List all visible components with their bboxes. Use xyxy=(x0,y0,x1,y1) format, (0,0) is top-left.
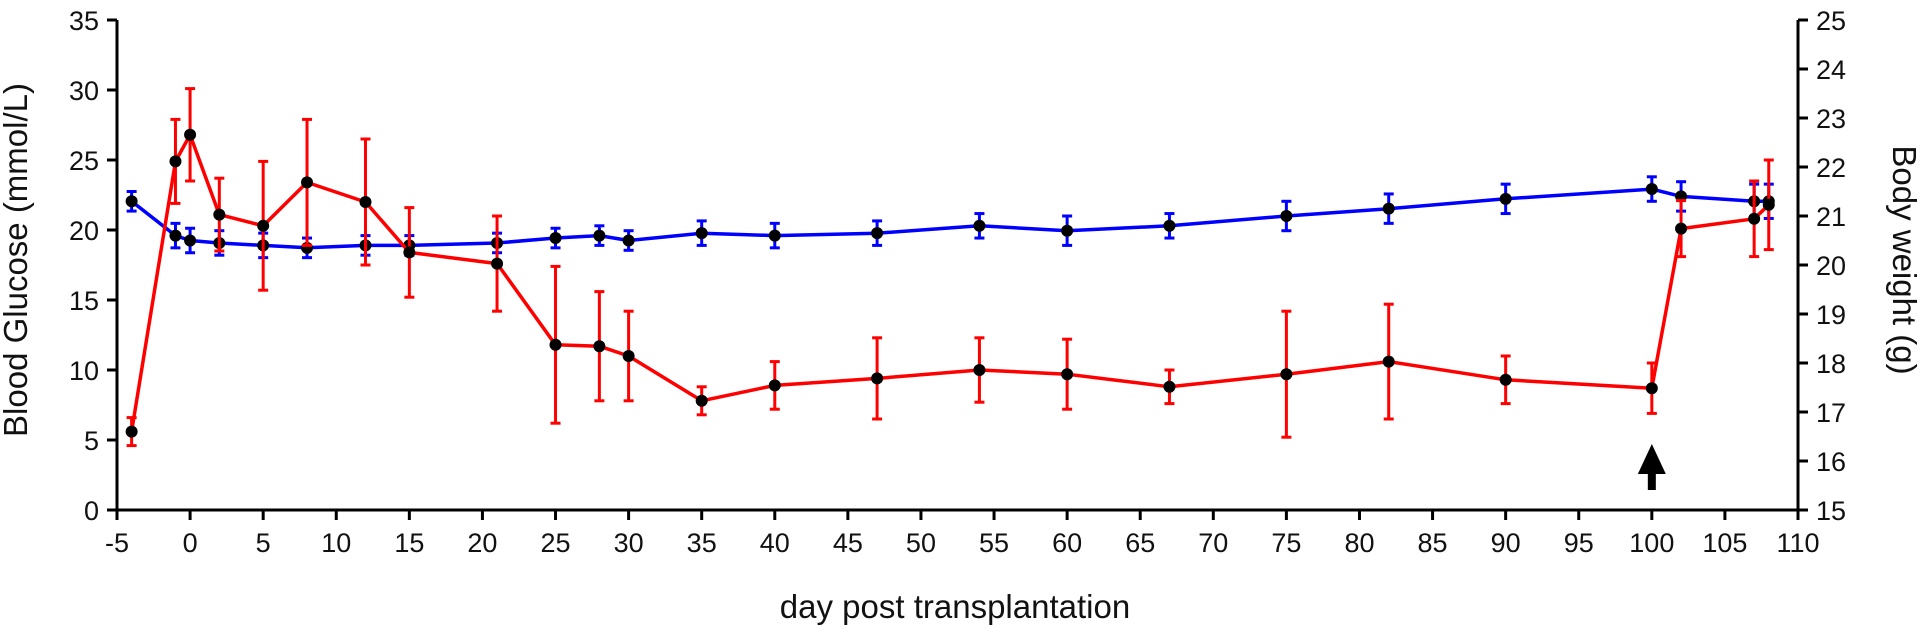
x-tick-label: 55 xyxy=(979,528,1009,558)
y-right-tick-label: 18 xyxy=(1816,349,1846,379)
glucose-point xyxy=(1280,368,1293,381)
weight-point xyxy=(1645,183,1658,196)
glucose-point xyxy=(359,196,372,208)
arrow-annotation xyxy=(1637,444,1666,490)
weight-point xyxy=(1163,219,1176,232)
glucose-point xyxy=(403,246,416,259)
axes: -5 0 5 10 15 20 25 30 35 40 45 50 55 60 65 70 75 80 85 90 95… xyxy=(69,6,1846,558)
x-tick-label: 85 xyxy=(1418,528,1448,558)
x-tick-label: 100 xyxy=(1629,528,1674,558)
glucose-point xyxy=(184,128,197,141)
x-tick-label: 50 xyxy=(906,528,936,558)
glucose-point xyxy=(695,394,708,407)
weight-point xyxy=(973,219,986,232)
x-tick-label: -5 xyxy=(105,528,129,558)
x-tick-label: 20 xyxy=(467,528,497,558)
glucose-point xyxy=(257,219,270,232)
glucose-point xyxy=(768,379,781,392)
y-right-tick-label: 25 xyxy=(1816,6,1846,36)
x-axis-title: day post transplantation xyxy=(780,588,1130,625)
x-tick-label: 105 xyxy=(1702,528,1747,558)
glucose-point xyxy=(301,176,314,189)
glucose-point xyxy=(1061,368,1074,381)
glucose-point xyxy=(1762,198,1775,211)
weight-point xyxy=(1382,202,1395,215)
glucose-point xyxy=(622,350,635,362)
weight-point xyxy=(768,229,781,242)
x-tick-label: 15 xyxy=(394,528,424,558)
x-tick-label: 5 xyxy=(256,528,271,558)
series-layer xyxy=(125,87,1775,448)
weight-point xyxy=(871,227,884,240)
x-tick-label: 60 xyxy=(1052,528,1082,558)
glucose-point xyxy=(213,208,226,221)
y-right-tick-label: 16 xyxy=(1816,447,1846,477)
weight-point xyxy=(622,234,635,247)
x-tick-label: 110 xyxy=(1776,528,1819,558)
glucose-point xyxy=(491,257,504,270)
x-tick-label: 40 xyxy=(760,528,790,558)
weight-point xyxy=(184,234,197,247)
x-tick-label: 75 xyxy=(1271,528,1301,558)
arrow-shaft xyxy=(1647,472,1656,490)
glucose-point xyxy=(973,364,986,376)
glucose-point xyxy=(1748,212,1761,225)
weight-point xyxy=(593,229,606,242)
y-right-tick-label: 22 xyxy=(1816,153,1846,183)
y-left-tick-label: 25 xyxy=(69,146,99,176)
glucose-point xyxy=(871,372,884,385)
x-tick-label: 80 xyxy=(1344,528,1374,558)
x-tick-label: 30 xyxy=(614,528,644,558)
weight-point xyxy=(1061,224,1074,237)
y-right-tick-label: 24 xyxy=(1816,55,1846,85)
glucose-point xyxy=(549,338,562,351)
x-tick-label: 65 xyxy=(1125,528,1155,558)
arrow-head xyxy=(1637,444,1666,474)
y-left-tick-label: 20 xyxy=(69,216,99,246)
glucose-point xyxy=(1645,382,1658,395)
y-right-tick-label: 17 xyxy=(1816,398,1846,428)
glucose-point xyxy=(125,425,138,438)
y-right-tick-label: 19 xyxy=(1816,300,1846,330)
x-tick-label: 10 xyxy=(321,528,351,558)
glucose-line xyxy=(129,133,1771,432)
weight-point xyxy=(1499,192,1512,205)
glucose-point xyxy=(1499,373,1512,386)
glucose-point xyxy=(593,340,606,353)
glucose-point xyxy=(1163,380,1176,393)
y-left-tick-label: 15 xyxy=(69,286,99,316)
x-tick-label: 90 xyxy=(1491,528,1521,558)
series-weight xyxy=(125,175,1775,260)
glucose-point xyxy=(1675,222,1688,235)
weight-point xyxy=(125,195,138,208)
y-left-tick-label: 0 xyxy=(84,496,99,526)
glucose-point xyxy=(1382,355,1395,368)
weight-point xyxy=(1280,210,1293,222)
weight-point xyxy=(695,227,708,240)
y-right-tick-label: 21 xyxy=(1816,202,1846,232)
y-left-tick-label: 30 xyxy=(69,76,99,106)
weight-point xyxy=(549,232,562,245)
y-left-tick-label: 10 xyxy=(69,356,99,386)
series-glucose xyxy=(125,87,1775,448)
y-right-tick-label: 15 xyxy=(1816,496,1846,526)
x-tick-label: 70 xyxy=(1198,528,1228,558)
y-left-tick-label: 35 xyxy=(69,6,99,36)
y-left-tick-label: 5 xyxy=(84,426,99,456)
y-axis-left-title: Blood Glucose (mmol/L) xyxy=(0,83,34,437)
y-right-tick-label: 20 xyxy=(1816,251,1846,281)
x-tick-label: 25 xyxy=(540,528,570,558)
x-tick-label: 35 xyxy=(687,528,717,558)
y-right-tick-label: 23 xyxy=(1816,104,1846,134)
y-axis-right-title: Body weight (g) xyxy=(1886,145,1920,374)
annotation-layer xyxy=(1637,444,1666,490)
x-tick-label: 45 xyxy=(833,528,863,558)
x-tick-label: 95 xyxy=(1564,528,1594,558)
weight-point xyxy=(169,229,182,242)
x-tick-label: 0 xyxy=(183,528,198,558)
glucose-point xyxy=(169,155,182,168)
weight-line xyxy=(130,187,1769,250)
